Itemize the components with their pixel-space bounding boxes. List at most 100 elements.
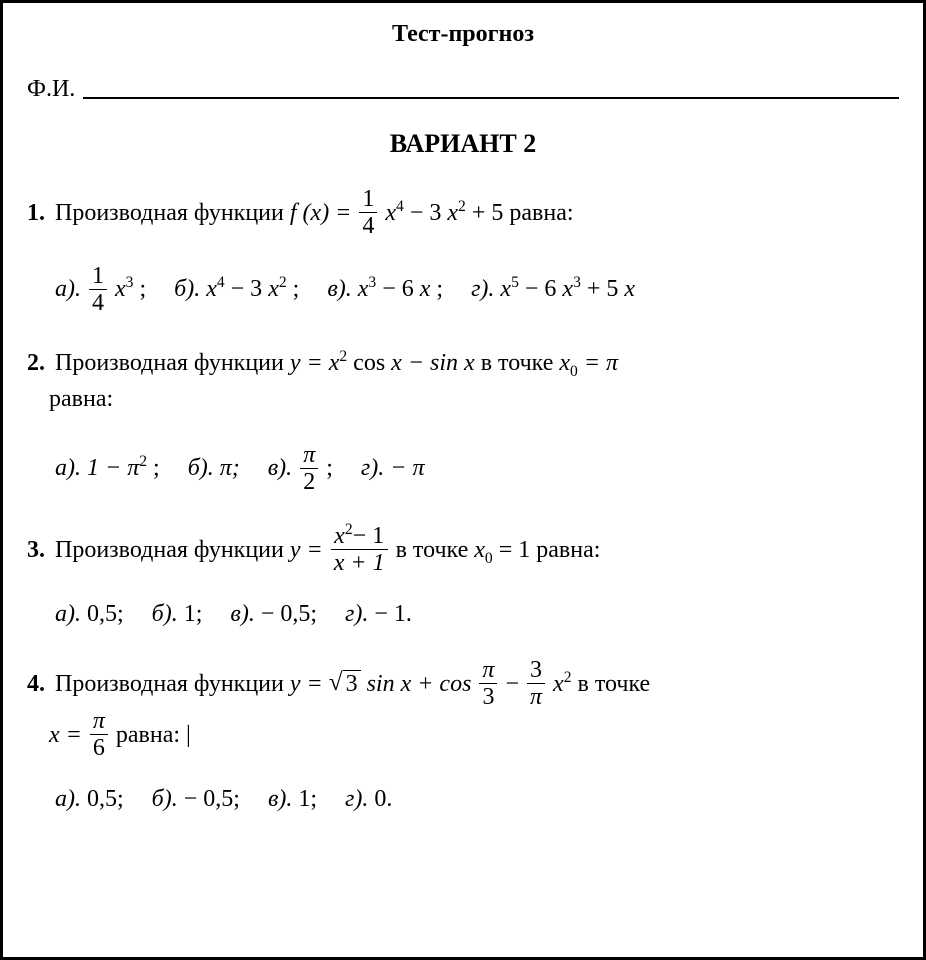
option-label-g: г). — [345, 601, 368, 628]
q2-cont: равна: — [49, 381, 899, 417]
q1a-end: ; — [139, 276, 146, 303]
q1-number: 1. — [27, 195, 45, 231]
q3-option-v[interactable]: в). − 0,5; — [230, 601, 317, 628]
text-cursor-icon: | — [186, 717, 191, 753]
option-label-v: в). — [327, 276, 351, 303]
q3-eq1: = 1 — [499, 532, 531, 568]
q4-option-a[interactable]: а). 0,5; — [55, 786, 124, 813]
q1-stem: 1. Производная функции f (x) = 1 4 x4 − … — [27, 187, 899, 238]
q1-frac-den: 4 — [359, 212, 377, 238]
q1b-end: ; — [293, 276, 300, 303]
q2a-end: ; — [153, 455, 160, 482]
q4-sinx: sin x + cos — [367, 666, 472, 702]
q4-option-g[interactable]: г). 0. — [345, 786, 392, 813]
q3-x0: x0 — [474, 532, 492, 568]
q2g-val: − π — [390, 455, 424, 482]
option-label-a: а). — [55, 276, 81, 303]
q1g-x5: x5 — [500, 276, 518, 303]
variant-heading: ВАРИАНТ 2 — [27, 129, 899, 159]
q1-minus3: − 3 — [410, 195, 442, 231]
q3-option-g[interactable]: г). − 1. — [345, 601, 412, 628]
q1-frac-num: 1 — [359, 187, 377, 212]
q1v-mid: − 6 — [382, 276, 414, 303]
q2-text-before: Производная функции — [55, 345, 284, 381]
option-label-v: в). — [230, 601, 254, 628]
q1-option-a[interactable]: а). 1 4 x3 ; — [55, 264, 146, 315]
q1g-m1: − 6 — [525, 276, 557, 303]
q3b-val: 1; — [184, 601, 203, 628]
q4-cont-frac: π 6 — [90, 709, 108, 760]
question-2: 2. Производная функции y = x2 cos x − si… — [27, 345, 899, 494]
q1-option-b[interactable]: б). x4 − 3 x2 ; — [174, 276, 299, 303]
q1-fn-f: f — [290, 195, 297, 231]
q3-attext: в точке — [396, 532, 469, 568]
q2-option-b[interactable]: б). π; — [188, 455, 240, 482]
q2v-frac: π 2 — [300, 443, 318, 494]
q3-text-after: равна: — [536, 532, 600, 568]
q2-option-v[interactable]: в). π 2 ; — [268, 443, 333, 494]
q4a-val: 0,5; — [87, 786, 124, 813]
q1-text-after: равна: — [509, 195, 573, 231]
q3-option-a[interactable]: а). 0,5; — [55, 601, 124, 628]
q1-option-v[interactable]: в). x3 − 6 x ; — [327, 276, 443, 303]
radical-icon: √ — [329, 670, 343, 695]
q4-cont: x = π 6 равна:| — [49, 709, 899, 760]
q1v-x3: x3 — [358, 276, 376, 303]
q1-options: а). 1 4 x3 ; б). x4 − 3 x2 ; в). x3 − 6 … — [55, 264, 899, 315]
q2-number: 2. — [27, 345, 45, 381]
q3g-val: − 1. — [374, 601, 412, 628]
q4-xeq: x = — [49, 717, 82, 753]
question-3: 3. Производная функции y = x2− 1 x + 1 в… — [27, 524, 899, 628]
q1g-x3: x3 — [562, 276, 580, 303]
q4-frac2: 3 π — [527, 658, 545, 709]
name-underline[interactable] — [83, 97, 899, 99]
option-label-g: г). — [345, 786, 368, 813]
question-4: 4. Производная функции y = √ 3 sin x + c… — [27, 658, 899, 813]
option-label-v: в). — [268, 786, 292, 813]
q1b-mid: − 3 — [231, 276, 263, 303]
option-label-v: в). — [268, 455, 292, 482]
q3v-val: − 0,5; — [261, 601, 317, 628]
q2-x0: x0 — [559, 345, 577, 381]
option-label-b: б). — [152, 601, 178, 628]
option-label-a: а). — [55, 786, 81, 813]
q3-stem: 3. Производная функции y = x2− 1 x + 1 в… — [27, 524, 899, 575]
option-label-b: б). — [174, 276, 200, 303]
q2a-val: 1 − π2 — [87, 455, 147, 482]
q4v-val: 1; — [298, 786, 317, 813]
q1-frac: 1 4 — [359, 187, 377, 238]
q2b-val: π; — [220, 455, 240, 482]
q4-minus: − — [505, 666, 519, 702]
q1-fn-arg: (x) = — [303, 195, 352, 231]
q4b-val: − 0,5; — [184, 786, 240, 813]
q1-option-g[interactable]: г). x5 − 6 x3 + 5 x — [471, 276, 635, 303]
q4-option-v[interactable]: в). 1; — [268, 786, 317, 813]
q2-xminus: x − sin x — [391, 345, 475, 381]
q2-option-a[interactable]: а). 1 − π2 ; — [55, 455, 160, 482]
q3-frac: x2− 1 x + 1 — [331, 524, 388, 575]
q1v-end: ; — [436, 276, 443, 303]
q4-cont-after: равна: — [116, 717, 180, 753]
q4-sqrt: √ 3 — [329, 670, 361, 697]
q2-cos: cos — [353, 345, 385, 381]
q2-option-g[interactable]: г). − π — [361, 455, 425, 482]
q3-frac-den: x + 1 — [331, 549, 388, 575]
q2-yx2: y = x2 — [290, 345, 347, 381]
q2-options: а). 1 − π2 ; б). π; в). π 2 ; г). − π — [55, 443, 899, 494]
q3-option-b[interactable]: б). 1; — [152, 601, 203, 628]
option-label-a: а). — [55, 601, 81, 628]
q2-cont-text: равна: — [49, 381, 113, 417]
worksheet-page: Тест-прогноз Ф.И. ВАРИАНТ 2 1. Производн… — [0, 0, 926, 960]
q4-text-before: Производная функции — [55, 666, 284, 702]
q2-eqpi: = π — [584, 345, 618, 381]
q4-stem: 4. Производная функции y = √ 3 sin x + c… — [27, 658, 899, 709]
q3a-val: 0,5; — [87, 601, 124, 628]
option-label-g: г). — [361, 455, 384, 482]
name-row: Ф.И. — [27, 76, 899, 103]
q2v-end: ; — [326, 455, 333, 482]
q1-text-before: Производная функции — [55, 195, 284, 231]
q4-frac1: π 3 — [479, 658, 497, 709]
q1-plus5: + 5 — [472, 195, 504, 231]
q4-option-b[interactable]: б). − 0,5; — [152, 786, 240, 813]
page-title: Тест-прогноз — [27, 21, 899, 48]
